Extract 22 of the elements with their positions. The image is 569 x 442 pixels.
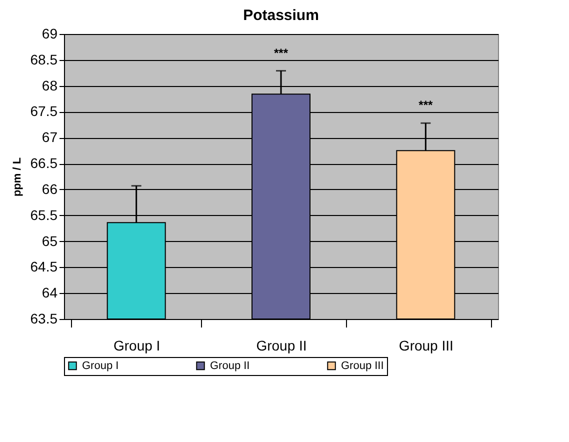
y-tick-label: 69 (42, 26, 58, 42)
y-tick-label: 64 (42, 284, 58, 301)
y-tick-label: 66.5 (30, 155, 58, 172)
annotation: *** (274, 46, 288, 60)
y-tick-label: 68 (42, 77, 58, 94)
legend-label: Group III (341, 360, 384, 372)
y-tick-label: 67 (42, 129, 58, 146)
x-tick-label: Group III (398, 338, 454, 354)
y-axis-title: ppm / L (11, 157, 24, 197)
x-tick-label: Group I (113, 338, 160, 354)
legend-label: Group II (210, 360, 250, 372)
y-tick-label: 64.5 (30, 258, 58, 275)
y-tick-label: 68.5 (30, 51, 58, 68)
y-tick-label: 67.5 (30, 103, 58, 120)
x-tick-label: Group II (256, 338, 307, 354)
y-tick-label: 63.5 (30, 310, 58, 326)
legend-label: Group I (82, 360, 119, 372)
chart-title: Potassium (243, 7, 319, 24)
annotation: *** (418, 98, 433, 112)
y-tick-label: 65 (42, 232, 58, 249)
y-tick-label: 66 (42, 180, 58, 197)
y-tick-label: 65.5 (30, 206, 58, 223)
